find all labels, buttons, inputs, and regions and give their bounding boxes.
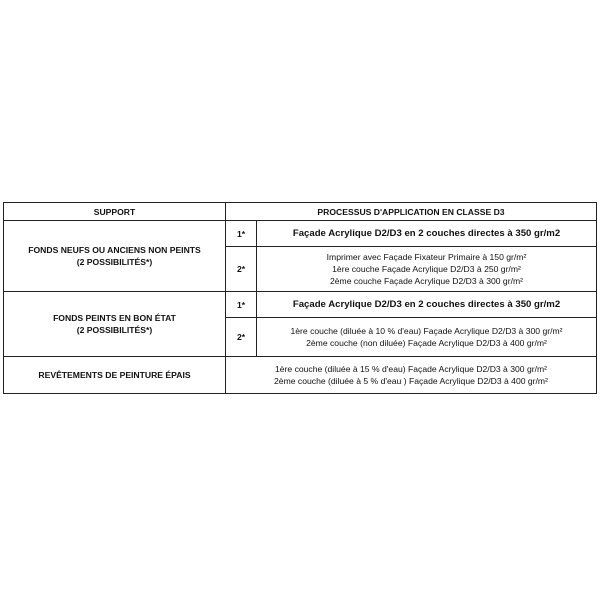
option-text: Imprimer avec Façade Fixateur Primaire à…: [256, 246, 597, 292]
support-cell: FONDS PEINTS EN BON ÉTAT (2 POSSIBILITÉS…: [3, 291, 226, 357]
option-text: 1ère couche (diluée à 15 % d'eau) Façade…: [225, 356, 597, 394]
support-sublabel: (2 POSSIBILITÉS*): [76, 325, 153, 335]
option-text: 1ère couche (diluée à 10 % d'eau) Façade…: [256, 317, 597, 357]
option-number: 2*: [225, 317, 257, 357]
table-row: FONDS PEINTS EN BON ÉTAT (2 POSSIBILITÉS…: [3, 291, 597, 357]
support-label: FONDS NEUFS OU ANCIENS NON PEINTS: [28, 245, 201, 255]
option-line: 2ème couche (non diluée) Façade Acryliqu…: [306, 338, 547, 348]
option-line: 1ère couche (diluée à 15 % d'eau) Façade…: [274, 364, 548, 374]
option-number: 1*: [225, 291, 257, 318]
option-line: 2ème couche Façade Acrylique D2/D3 à 300…: [330, 276, 523, 286]
header-process: PROCESSUS D'APPLICATION EN CLASSE D3: [225, 202, 597, 221]
support-sublabel: (2 POSSIBILITÉS*): [76, 257, 153, 267]
support-label: FONDS PEINTS EN BON ÉTAT: [53, 313, 176, 323]
support-cell: FONDS NEUFS OU ANCIENS NON PEINTS (2 POS…: [3, 220, 226, 292]
option-text: Façade Acrylique D2/D3 en 2 couches dire…: [256, 220, 597, 247]
table-row: REVÊTEMENTS DE PEINTURE ÉPAIS 1ère couch…: [3, 356, 597, 394]
table-row: 2* 1ère couche (diluée à 10 % d'eau) Faç…: [4, 317, 597, 357]
option-line: Imprimer avec Façade Fixateur Primaire à…: [326, 252, 527, 262]
option-line: 1ère couche (diluée à 10 % d'eau) Façade…: [290, 326, 563, 336]
application-process-table: SUPPORT PROCESSUS D'APPLICATION EN CLASS…: [3, 202, 597, 394]
option-number: 2*: [225, 246, 257, 292]
option-number: 1*: [225, 220, 257, 247]
header-support: SUPPORT: [3, 202, 226, 221]
support-label: REVÊTEMENTS DE PEINTURE ÉPAIS: [38, 370, 191, 380]
header-row: SUPPORT PROCESSUS D'APPLICATION EN CLASS…: [3, 202, 597, 221]
table-row: FONDS NEUFS OU ANCIENS NON PEINTS (2 POS…: [3, 220, 597, 292]
option-text: Façade Acrylique D2/D3 en 2 couches dire…: [256, 291, 597, 318]
option-line: 1ère couche Façade Acrylique D2/D3 à 250…: [332, 264, 521, 274]
support-cell: REVÊTEMENTS DE PEINTURE ÉPAIS: [3, 356, 226, 394]
option-line: 2ème couche (diluée à 5 % d'eau ) Façade…: [274, 376, 548, 386]
